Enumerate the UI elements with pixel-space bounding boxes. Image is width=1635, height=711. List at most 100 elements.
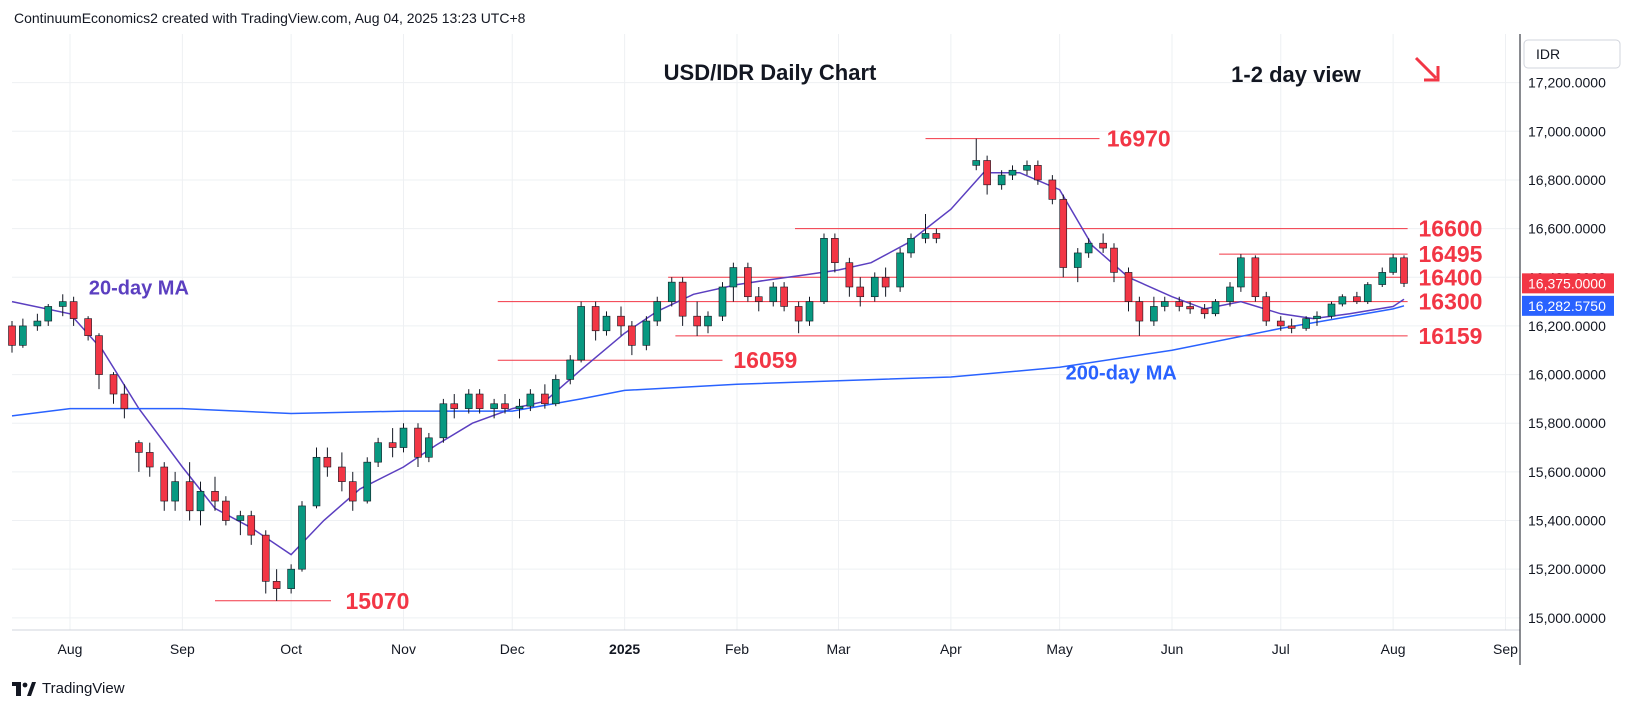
candle[interactable] <box>932 228 941 244</box>
candle[interactable] <box>95 333 103 390</box>
footer-brand[interactable]: TradingView <box>12 680 125 697</box>
candle[interactable] <box>450 394 459 419</box>
candle[interactable] <box>1262 291 1271 326</box>
candle[interactable] <box>501 394 509 414</box>
candle[interactable] <box>1226 282 1234 307</box>
candle[interactable] <box>388 428 397 458</box>
candle[interactable] <box>983 155 991 195</box>
candle[interactable] <box>425 432 433 463</box>
candle[interactable] <box>1313 311 1321 326</box>
candle[interactable] <box>1110 243 1118 283</box>
currency-badge[interactable] <box>1523 39 1621 69</box>
candle[interactable] <box>272 569 281 601</box>
candle[interactable] <box>1389 254 1397 275</box>
candle[interactable] <box>754 286 763 312</box>
candle[interactable] <box>1008 165 1017 180</box>
candle[interactable] <box>617 306 625 336</box>
candle[interactable] <box>196 481 205 526</box>
candle[interactable] <box>58 294 67 317</box>
candle[interactable] <box>1048 175 1057 205</box>
candle[interactable] <box>464 389 473 414</box>
candle[interactable] <box>120 384 129 419</box>
candle[interactable] <box>794 301 803 334</box>
candle[interactable] <box>997 170 1006 190</box>
candle[interactable] <box>1287 318 1296 334</box>
candle[interactable] <box>363 457 372 504</box>
candle[interactable] <box>1160 296 1169 312</box>
candle[interactable] <box>1353 291 1361 305</box>
candle[interactable] <box>1200 304 1209 319</box>
candle[interactable] <box>780 282 788 312</box>
candle[interactable] <box>185 462 194 521</box>
candle[interactable] <box>1034 160 1042 185</box>
candle[interactable] <box>678 277 687 326</box>
candle[interactable] <box>769 282 778 307</box>
candle[interactable] <box>693 301 701 336</box>
candle[interactable] <box>551 374 560 407</box>
candle[interactable] <box>211 476 219 511</box>
candle[interactable] <box>475 389 484 414</box>
candle[interactable] <box>718 282 727 322</box>
candle[interactable] <box>1276 316 1285 331</box>
candle[interactable] <box>414 423 422 468</box>
candle[interactable] <box>84 316 92 341</box>
candle[interactable] <box>374 437 382 468</box>
candle[interactable] <box>1251 255 1260 302</box>
candle[interactable] <box>805 296 814 326</box>
candle[interactable] <box>145 442 154 477</box>
candle[interactable] <box>667 277 676 307</box>
candle[interactable] <box>44 304 53 326</box>
candle[interactable] <box>160 462 169 511</box>
candle[interactable] <box>526 389 535 412</box>
candle[interactable] <box>856 277 865 307</box>
candle[interactable] <box>1186 301 1194 314</box>
candle[interactable] <box>566 355 575 385</box>
candlesticks[interactable] <box>8 138 1408 601</box>
candle[interactable] <box>972 138 981 171</box>
candle[interactable] <box>653 296 662 326</box>
candle[interactable] <box>1175 296 1184 312</box>
candle[interactable] <box>1099 233 1107 253</box>
candle[interactable] <box>33 313 42 331</box>
candle[interactable] <box>591 301 600 341</box>
candle[interactable] <box>1135 296 1144 336</box>
candle[interactable] <box>298 501 306 572</box>
candle[interactable] <box>1400 255 1408 287</box>
candle[interactable] <box>261 530 270 594</box>
candle[interactable] <box>490 398 498 419</box>
candle[interactable] <box>896 248 904 292</box>
candle[interactable] <box>439 398 448 443</box>
candle[interactable] <box>338 452 346 492</box>
candle[interactable] <box>1211 299 1220 317</box>
candle[interactable] <box>642 316 651 351</box>
candle[interactable] <box>744 262 752 302</box>
candle[interactable] <box>171 471 179 511</box>
candle[interactable] <box>69 296 78 326</box>
candle[interactable] <box>323 447 332 477</box>
candle[interactable] <box>907 233 915 258</box>
candle[interactable] <box>515 398 524 419</box>
candle[interactable] <box>1302 316 1310 331</box>
candle[interactable] <box>845 257 854 297</box>
candle[interactable] <box>348 471 357 511</box>
candle[interactable] <box>577 301 585 363</box>
candle[interactable] <box>1023 160 1031 176</box>
candle[interactable] <box>881 267 890 297</box>
candle[interactable] <box>1059 194 1068 278</box>
candle[interactable] <box>1338 294 1347 307</box>
candle[interactable] <box>1073 248 1082 283</box>
candle[interactable] <box>1378 267 1387 287</box>
candle[interactable] <box>820 233 828 305</box>
candle[interactable] <box>1363 282 1372 305</box>
candle[interactable] <box>399 423 408 453</box>
candle[interactable] <box>1150 296 1158 326</box>
candle[interactable] <box>1084 238 1093 258</box>
candle[interactable] <box>541 384 549 409</box>
candle[interactable] <box>831 233 839 273</box>
candle[interactable] <box>1124 267 1133 312</box>
candle[interactable] <box>8 321 16 353</box>
candle[interactable] <box>1237 254 1245 292</box>
candle[interactable] <box>19 318 27 348</box>
candle[interactable] <box>236 510 245 536</box>
